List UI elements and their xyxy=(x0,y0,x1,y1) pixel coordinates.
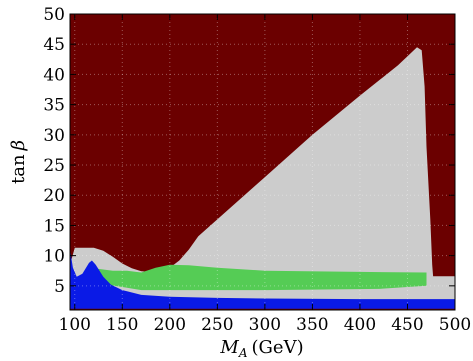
regions-layer xyxy=(70,47,455,309)
green-region xyxy=(89,264,427,291)
x-tick-label: 150 xyxy=(106,315,138,335)
y-tick-label: 25 xyxy=(43,156,65,176)
x-tick-label: 200 xyxy=(154,315,186,335)
y-tick-label: 45 xyxy=(43,35,65,55)
x-tick-label: 400 xyxy=(344,315,376,335)
x-tick-label: 300 xyxy=(249,315,281,335)
x-tick-label: 350 xyxy=(296,315,328,335)
axis-ticks: 100 150 200 250 300 350 400 450 500 5 10 15 20 25 30 35… xyxy=(43,5,471,335)
y-tick-label: 10 xyxy=(43,247,65,267)
y-axis-label: tan β xyxy=(8,140,29,184)
plot-frame xyxy=(69,13,456,311)
x-axis-label: MA (GeV) xyxy=(219,337,303,360)
x-axis-label-symbol: M xyxy=(219,337,239,358)
gray-region xyxy=(70,47,455,303)
gridlines xyxy=(70,14,455,310)
x-axis-label-unit: (GeV) xyxy=(252,337,304,358)
x-tick-label: 250 xyxy=(201,315,233,335)
x-tick-label: 100 xyxy=(59,315,91,335)
y-tick-label: 40 xyxy=(43,65,65,85)
y-tick-label: 30 xyxy=(43,126,65,146)
y-tick-label: 50 xyxy=(43,5,65,25)
y-axis-label-word: tan xyxy=(8,154,29,184)
y-tick-label: 15 xyxy=(43,216,65,236)
x-tick-label: 450 xyxy=(391,315,423,335)
y-tick-label: 5 xyxy=(54,277,65,297)
y-axis-label-greek: β xyxy=(8,140,29,151)
x-axis-label-subscript: A xyxy=(238,346,248,360)
y-tick-label: 35 xyxy=(43,96,65,116)
x-tick-label: 500 xyxy=(439,315,471,335)
y-tick-label: 20 xyxy=(43,186,65,206)
blue-region xyxy=(70,249,455,309)
